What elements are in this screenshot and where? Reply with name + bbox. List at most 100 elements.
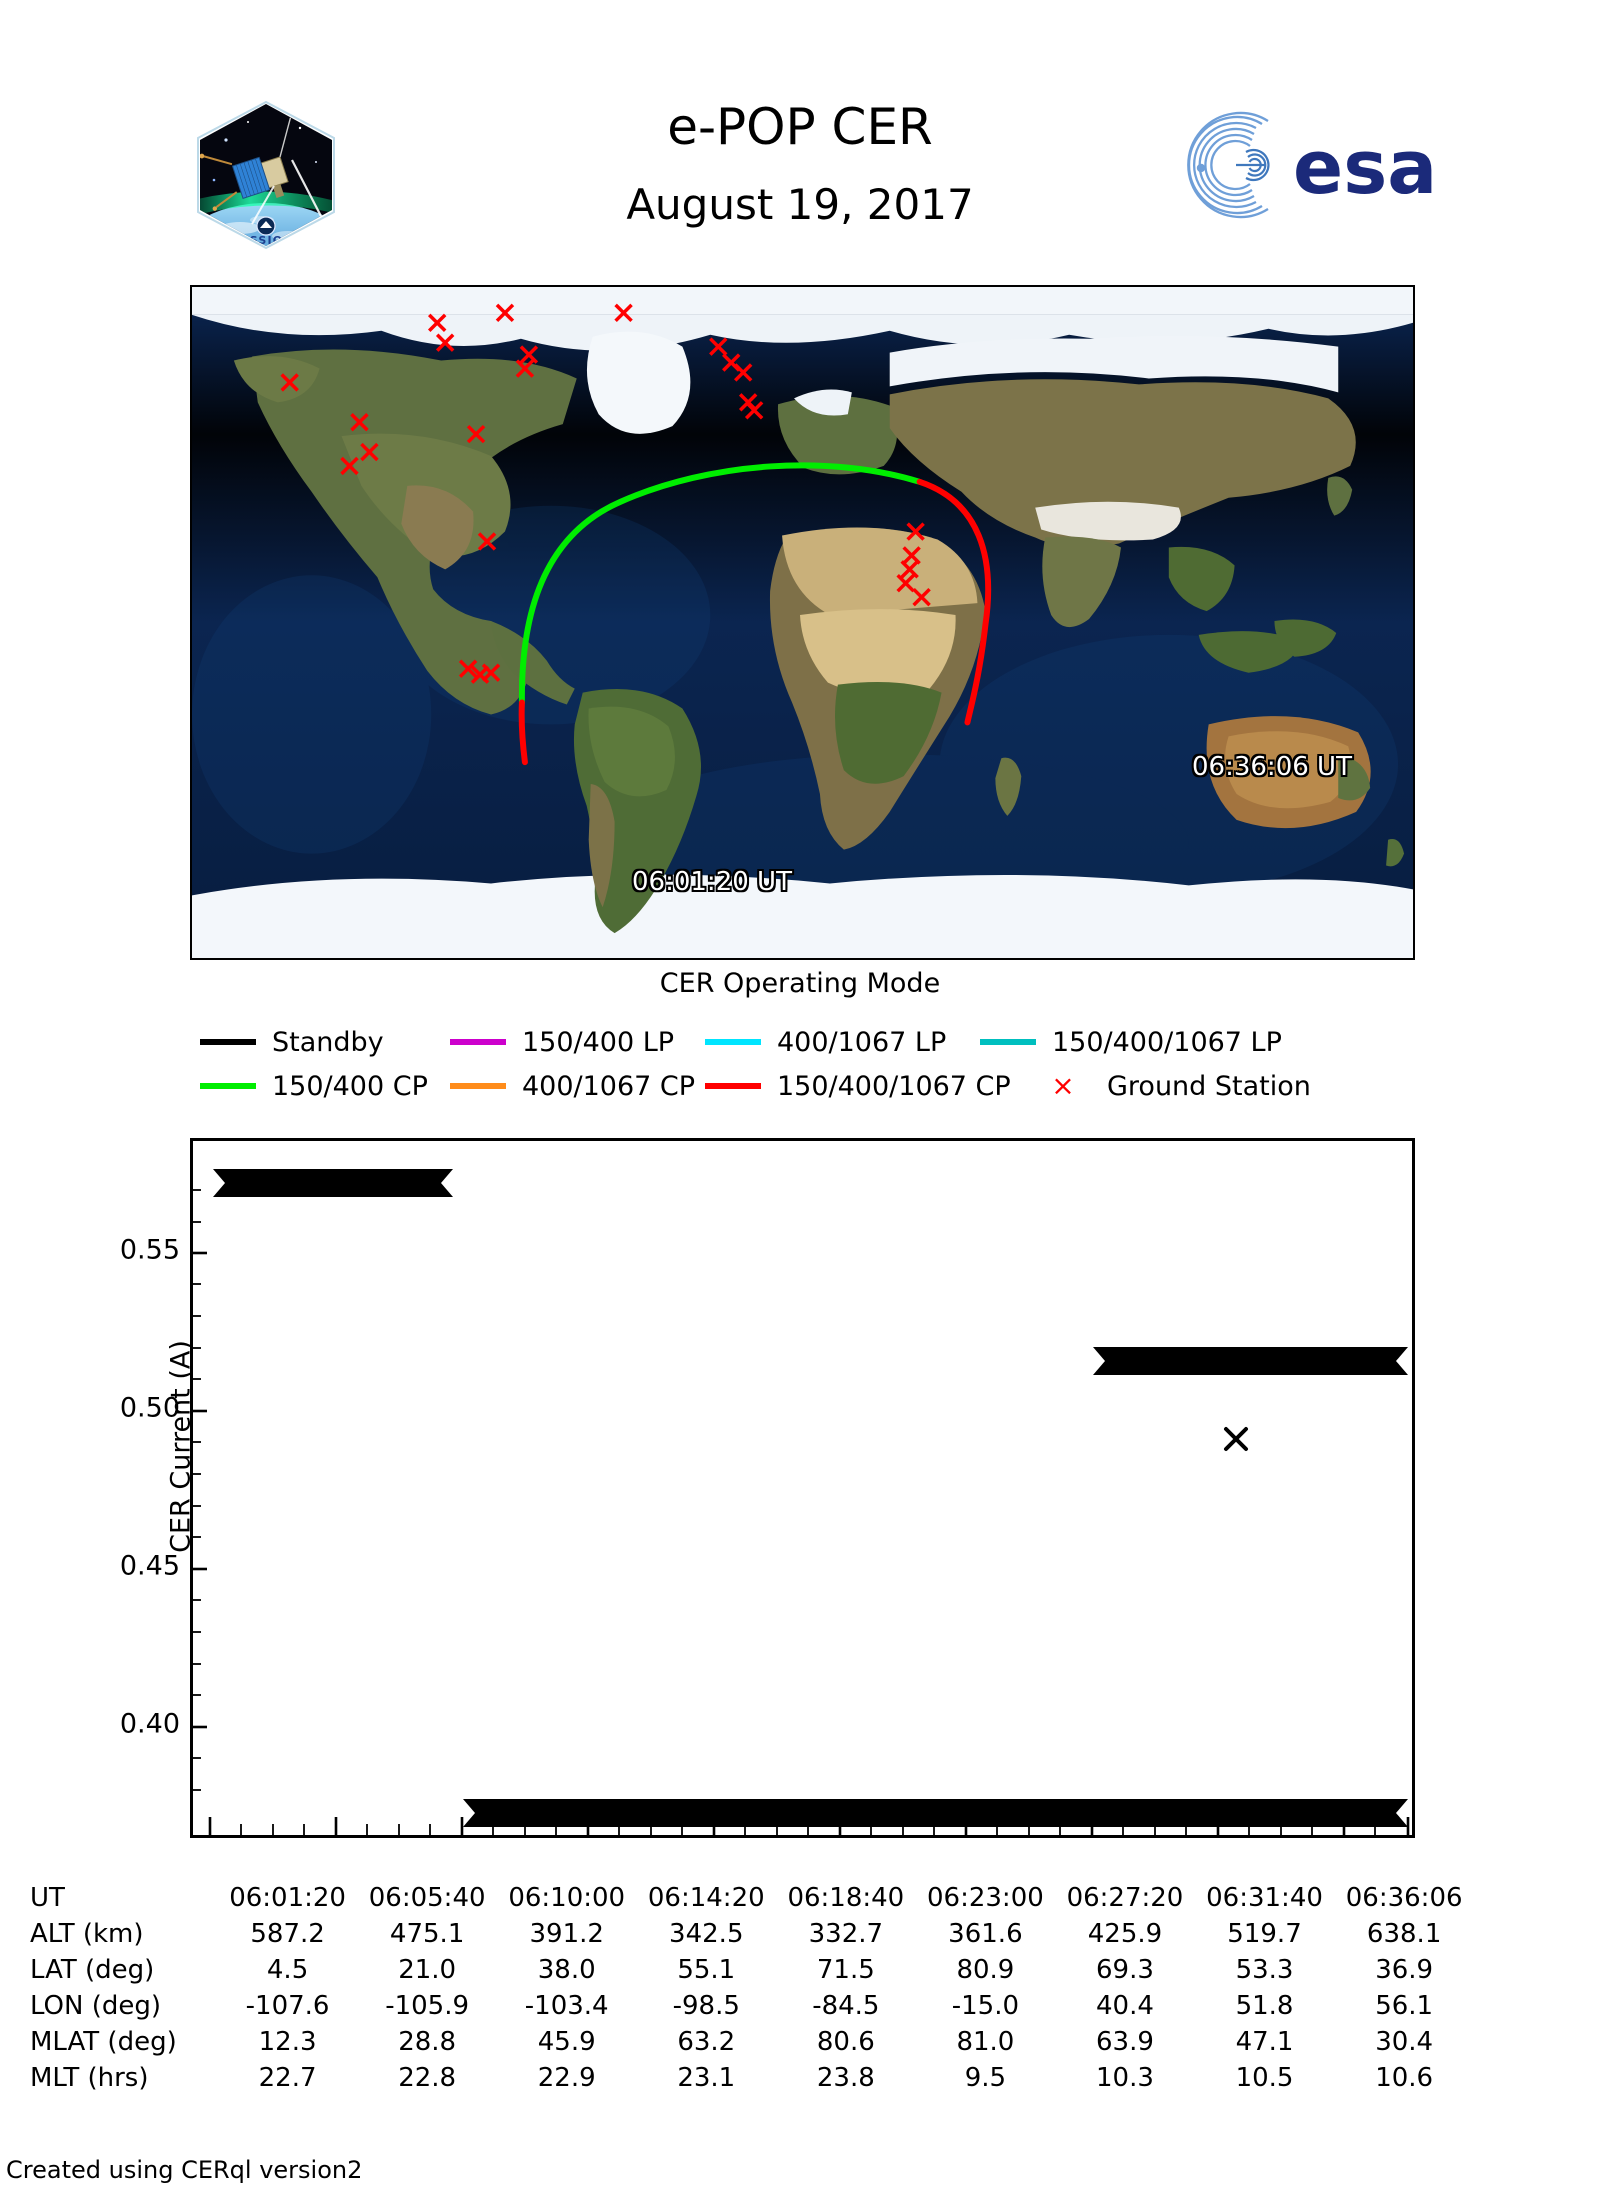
table-row-lat: LAT (deg) 4.5 21.0 38.0 55.1 71.5 80.9 6…	[24, 1952, 1474, 1988]
cell-ut-8: 06:36:06	[1345, 1883, 1463, 1913]
ground-station-markers	[280, 303, 931, 684]
cell-alt-2: 391.2	[529, 1919, 604, 1949]
legend-item-150-400-lp[interactable]: 150/400 LP	[450, 1029, 705, 1056]
cell-lat-6: 69.3	[1096, 1955, 1154, 1985]
track-segment-red-start	[518, 699, 528, 766]
cell-mlt-1: 22.8	[398, 2063, 457, 2093]
cell-ut-1: 06:05:40	[368, 1883, 486, 1913]
cell-lon-0: -107.6	[245, 1991, 330, 2021]
cell-alt-5: 361.6	[948, 1919, 1023, 1949]
esa-logo-text: esa	[1293, 125, 1437, 211]
cell-ut-6: 06:27:20	[1066, 1883, 1184, 1913]
legend-swatch-150-400-1067-lp	[980, 1039, 1036, 1045]
series-standby-data	[213, 1169, 1408, 1827]
cell-lat-3: 55.1	[677, 1955, 736, 1985]
cell-ut-2: 06:10:00	[508, 1883, 626, 1913]
map-svg	[192, 287, 1413, 958]
cell-mlt-3: 23.1	[677, 2063, 736, 2093]
cell-mlat-1: 28.8	[398, 2027, 457, 2057]
cell-lat-1: 21.0	[398, 1955, 457, 1985]
legend-item-400-1067-cp[interactable]: 400/1067 CP	[450, 1073, 705, 1100]
esa-logo-svg: esa	[1187, 111, 1437, 219]
table-row-ut: UT 06:01:20 06:05:40 06:10:00 06:14:20 0…	[24, 1880, 1474, 1916]
legend-item-standby[interactable]: Standby	[200, 1029, 450, 1056]
cell-alt-7: 519.7	[1227, 1919, 1302, 1949]
legend-label-standby: Standby	[272, 1026, 384, 1058]
ytick-0-50: 0.50	[119, 1392, 180, 1424]
legend-label-150-400-lp: 150/400 LP	[522, 1026, 675, 1058]
map-caption: CER Operating Mode	[659, 968, 941, 999]
cell-ut-7: 06:31:40	[1206, 1883, 1323, 1913]
ground-track-map[interactable]: 06:01:20 UT 06:36:06 UT	[190, 285, 1415, 960]
legend-item-150-400-cp[interactable]: 150/400 CP	[200, 1073, 450, 1100]
cell-mlt-2: 22.9	[537, 2063, 596, 2093]
cell-mlt-7: 10.5	[1235, 2063, 1294, 2093]
data-cluster-1	[213, 1169, 453, 1197]
legend-item-ground-station[interactable]: × Ground Station	[1035, 1072, 1311, 1100]
ytick-0-55: 0.55	[119, 1234, 180, 1266]
plot-svg	[193, 1169, 1410, 1835]
row-label-ut: UT	[30, 1883, 65, 1913]
cell-mlat-3: 63.2	[677, 2027, 736, 2057]
ytick-0-45: 0.45	[119, 1550, 180, 1582]
cell-alt-0: 587.2	[250, 1919, 325, 1949]
cell-lat-4: 71.5	[816, 1955, 875, 1985]
y-axis-label: CER Current (A)	[165, 1340, 197, 1553]
legend-swatch-150-400-1067-cp	[705, 1083, 761, 1089]
legend-label-150-400-1067-lp: 150/400/1067 LP	[1052, 1026, 1282, 1058]
cell-lon-5: -15.0	[951, 1991, 1020, 2021]
track-segment-red	[916, 478, 992, 726]
cell-lon-2: -103.4	[524, 1991, 609, 2021]
cell-mlt-5: 9.5	[964, 2063, 1007, 2093]
legend-label-150-400-cp: 150/400 CP	[272, 1070, 428, 1102]
data-cluster-2	[463, 1799, 1408, 1827]
table-row-alt: ALT (km) 587.2 475.1 391.2 342.5 332.7 3…	[24, 1916, 1474, 1952]
legend-label-ground-station: Ground Station	[1107, 1070, 1311, 1102]
cell-mlat-5: 81.0	[956, 2027, 1015, 2057]
plot-inner	[193, 1141, 1412, 1835]
row-label-lat: LAT (deg)	[30, 1955, 155, 1985]
cell-lat-8: 36.9	[1375, 1955, 1434, 1985]
cell-mlat-7: 47.1	[1235, 2027, 1294, 2057]
esa-logo: esa	[1150, 110, 1450, 220]
cell-mlat-6: 63.9	[1096, 2027, 1154, 2057]
legend-item-150-400-1067-lp[interactable]: 150/400/1067 LP	[980, 1029, 1282, 1056]
cell-mlat-4: 80.6	[816, 2027, 875, 2057]
ytick-0-40: 0.40	[119, 1708, 180, 1740]
cell-mlt-6: 10.3	[1096, 2063, 1154, 2093]
table-row-mlat: MLAT (deg) 12.3 28.8 45.9 63.2 80.6 81.0…	[24, 2024, 1474, 2060]
cell-mlt-4: 23.8	[816, 2063, 875, 2093]
legend-row-2: 150/400 CP 400/1067 CP 150/400/1067 CP ×…	[200, 1064, 1450, 1108]
cell-alt-6: 425.9	[1087, 1919, 1163, 1949]
y-major-ticks	[193, 1251, 207, 1729]
isolated-x-marker	[1224, 1427, 1248, 1451]
cell-mlat-0: 12.3	[258, 2027, 317, 2057]
cell-lon-1: -105.9	[385, 1991, 470, 2021]
table-row-mlt: MLT (hrs) 22.7 22.8 22.9 23.1 23.8 9.5 1…	[24, 2060, 1474, 2096]
cell-mlt-8: 10.6	[1375, 2063, 1434, 2093]
row-label-mlt: MLT (hrs)	[30, 2063, 149, 2093]
ground-station-x-icon: ×	[1051, 1069, 1075, 1102]
row-label-mlat: MLAT (deg)	[30, 2027, 177, 2057]
legend-item-150-400-1067-cp[interactable]: 150/400/1067 CP	[705, 1073, 1035, 1100]
page-header: CASSIOPE e-POP CER August 19, 2017	[0, 0, 1600, 260]
cell-ut-0: 06:01:20	[229, 1883, 346, 1913]
page-date: August 19, 2017	[626, 180, 974, 229]
legend-label-150-400-1067-cp: 150/400/1067 CP	[777, 1070, 1011, 1102]
cer-current-plot[interactable]: CER Current (A)	[166, 1138, 1415, 1838]
data-cluster-3	[1093, 1347, 1408, 1375]
legend-swatch-150-400-cp	[200, 1083, 256, 1089]
cassiope-logo-svg: CASSIOPE	[197, 100, 335, 250]
cell-mlt-0: 22.7	[258, 2063, 317, 2093]
legend-item-400-1067-lp[interactable]: 400/1067 LP	[705, 1029, 980, 1056]
legend-label-400-1067-lp: 400/1067 LP	[777, 1026, 947, 1058]
cell-lon-3: -98.5	[672, 1991, 740, 2021]
y-axis-tick-labels: 0.55 0.50 0.45 0.40	[60, 1138, 180, 1838]
cell-alt-1: 475.1	[389, 1919, 465, 1949]
cell-ut-4: 06:18:40	[787, 1883, 905, 1913]
cell-lat-5: 80.9	[956, 1955, 1015, 1985]
cell-lon-6: 40.4	[1096, 1991, 1154, 2021]
cell-lat-7: 53.3	[1235, 1955, 1294, 1985]
y-minor-ticks	[193, 1189, 201, 1791]
cell-lon-8: 56.1	[1375, 1991, 1434, 2021]
